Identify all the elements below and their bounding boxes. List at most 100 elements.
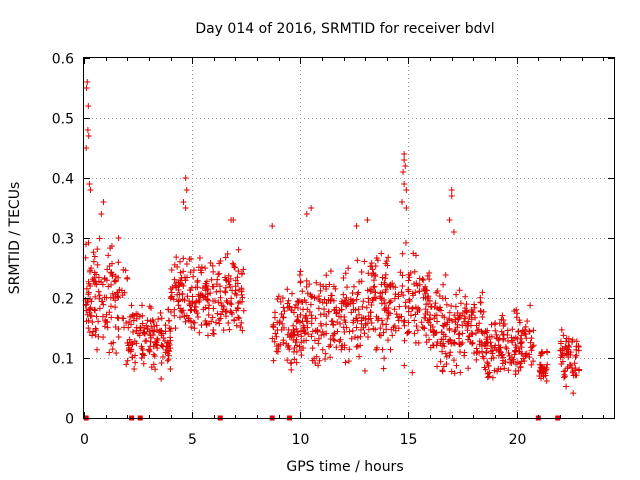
data-point xyxy=(291,356,298,363)
data-point xyxy=(427,344,434,351)
data-point xyxy=(338,346,345,353)
data-point xyxy=(465,365,472,372)
data-point xyxy=(356,353,363,360)
data-point xyxy=(323,313,330,320)
data-point xyxy=(372,295,379,302)
data-point xyxy=(90,328,97,335)
data-point xyxy=(131,365,138,372)
data-point xyxy=(307,301,314,308)
data-point xyxy=(382,271,389,278)
axis-tick-labels: 0 0.1 0.2 0.3 0.4 0.5 0.6 0 5 10 15 20 xyxy=(52,52,527,449)
data-point xyxy=(306,281,313,288)
data-point xyxy=(343,294,350,301)
data-point xyxy=(96,235,103,242)
data-point xyxy=(419,276,426,283)
data-point xyxy=(334,328,341,335)
data-point xyxy=(399,282,406,289)
data-point xyxy=(372,289,379,296)
data-point xyxy=(137,324,144,331)
data-point xyxy=(500,335,507,342)
data-point xyxy=(115,259,122,266)
data-point xyxy=(437,307,444,314)
data-point xyxy=(187,269,194,276)
data-point xyxy=(149,327,156,334)
data-point xyxy=(155,316,162,323)
data-point xyxy=(499,312,506,319)
data-point xyxy=(391,306,398,313)
data-point xyxy=(320,283,327,290)
data-point xyxy=(293,342,300,349)
data-point xyxy=(227,308,234,315)
data-point xyxy=(225,272,232,279)
data-point xyxy=(563,350,570,357)
data-point xyxy=(126,318,133,325)
data-point xyxy=(374,317,381,324)
data-point xyxy=(401,151,408,157)
data-point xyxy=(343,324,350,331)
data-point xyxy=(167,325,174,332)
data-point xyxy=(439,342,446,349)
data-point xyxy=(233,322,240,329)
data-point xyxy=(346,346,353,353)
data-point xyxy=(523,350,530,357)
data-point xyxy=(185,315,192,322)
data-point xyxy=(561,373,568,380)
data-point xyxy=(189,293,196,300)
data-point xyxy=(174,291,181,298)
data-point xyxy=(518,350,525,357)
data-point xyxy=(411,317,418,324)
data-point xyxy=(158,359,165,366)
data-point xyxy=(306,308,313,315)
data-point xyxy=(100,199,107,205)
y-tick-label: 0.1 xyxy=(52,352,74,368)
data-point xyxy=(179,296,186,303)
data-point xyxy=(191,319,198,326)
x-tick-label: 10 xyxy=(292,432,310,448)
data-point xyxy=(90,277,97,284)
data-point xyxy=(368,271,375,278)
data-point xyxy=(94,246,101,253)
data-point xyxy=(295,305,302,312)
data-point xyxy=(304,290,311,297)
data-point xyxy=(180,255,187,262)
data-point xyxy=(563,383,570,390)
data-point xyxy=(439,322,446,329)
x-tick-label: 5 xyxy=(188,432,197,448)
data-point xyxy=(392,291,399,298)
data-point xyxy=(180,268,187,275)
data-point xyxy=(459,339,466,346)
data-point xyxy=(400,292,407,299)
data-point xyxy=(123,361,130,368)
data-point xyxy=(402,239,409,246)
data-point xyxy=(120,266,127,273)
data-point xyxy=(297,311,304,318)
data-point xyxy=(440,336,447,343)
data-point xyxy=(84,298,91,305)
data-point xyxy=(215,271,222,278)
data-point xyxy=(491,367,498,374)
data-point xyxy=(129,313,136,320)
data-point xyxy=(141,352,148,359)
data-point xyxy=(365,295,372,302)
data-point xyxy=(515,328,522,335)
data-point xyxy=(354,291,361,298)
data-point xyxy=(446,326,453,333)
data-point xyxy=(440,323,447,330)
data-point xyxy=(333,344,340,351)
data-point xyxy=(353,343,360,350)
data-point xyxy=(399,199,405,205)
x-axis-label: GPS time / hours xyxy=(286,459,403,475)
data-point xyxy=(369,266,376,273)
data-point xyxy=(464,327,471,334)
data-point xyxy=(515,345,522,352)
data-point xyxy=(454,321,461,328)
data-point xyxy=(457,348,464,355)
data-point xyxy=(129,311,136,318)
data-point xyxy=(489,347,496,354)
axis-ticks xyxy=(84,58,614,419)
data-point xyxy=(538,375,545,382)
data-point xyxy=(272,330,279,337)
data-point xyxy=(146,328,153,335)
data-point xyxy=(86,268,93,275)
data-point xyxy=(142,338,149,345)
